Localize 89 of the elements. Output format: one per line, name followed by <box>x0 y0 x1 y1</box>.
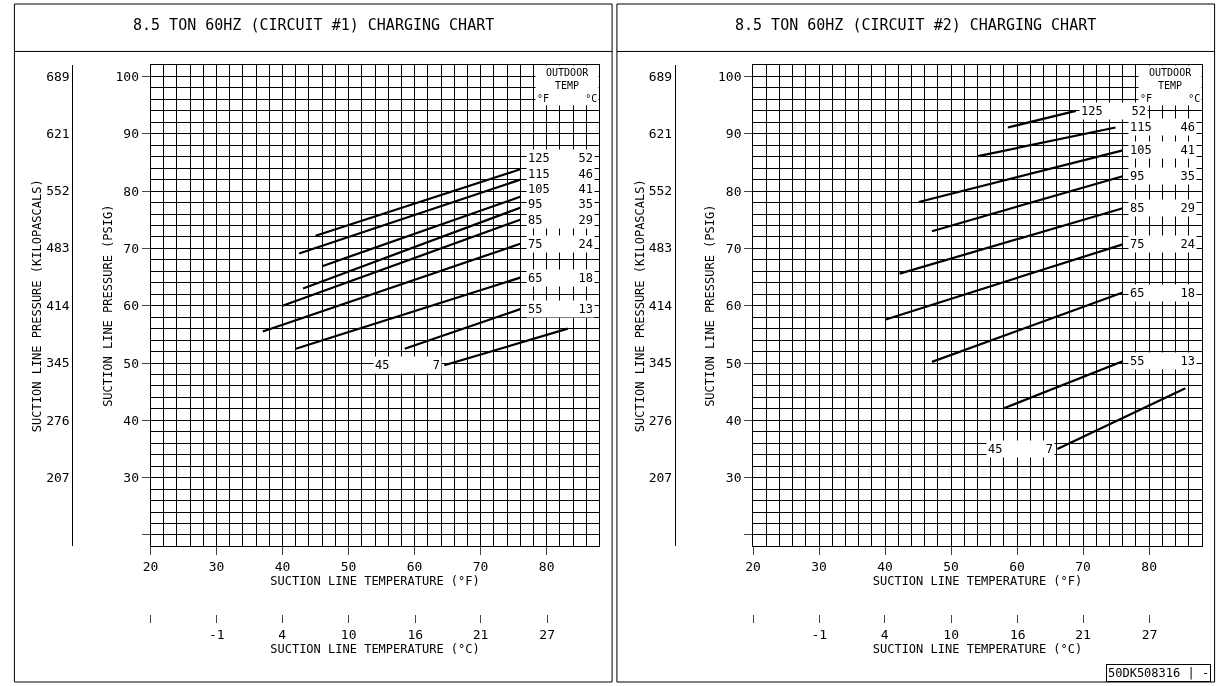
series-label: 65 18 <box>1130 286 1196 300</box>
x2-tick-label: -1 <box>811 626 828 642</box>
x2-tick-label: 27 <box>539 626 555 642</box>
series-label: 45 7 <box>988 442 1054 456</box>
y-tick-label: 100 <box>717 69 742 85</box>
series-label: 75 24 <box>1130 237 1196 251</box>
y-tick-label: 50 <box>725 355 742 371</box>
y2-tick-label: 689 <box>648 69 673 85</box>
y2-tick-label: 276 <box>648 412 673 428</box>
x-tick-label: 20 <box>745 559 761 574</box>
y-tick-label: 50 <box>123 355 139 371</box>
x-tick-label: 80 <box>538 559 555 574</box>
y2-axis-title: SUCTION LINE PRESSURE (KILOPASCALS) <box>632 179 647 433</box>
y2-tick-label: 621 <box>648 125 673 141</box>
y2-tick-label: 207 <box>648 469 673 485</box>
y2-tick-label: 621 <box>46 125 70 141</box>
y-tick-label: 60 <box>725 298 742 314</box>
y2-tick-label: 207 <box>46 469 70 485</box>
x-axis-title: SUCTION LINE TEMPERATURE (°F) <box>872 574 1083 588</box>
x2-tick-label: 27 <box>1141 626 1158 642</box>
x2-axis-title: SUCTION LINE TEMPERATURE (°C) <box>872 641 1083 656</box>
y-tick-label: 40 <box>123 412 139 428</box>
x2-axis-title: SUCTION LINE TEMPERATURE (°C) <box>270 641 480 656</box>
x2-tick-label: 4 <box>880 626 889 642</box>
x2-tick-label: 16 <box>1009 626 1026 642</box>
x2-tick-label: 21 <box>472 626 489 642</box>
x-tick-label: 50 <box>943 559 959 574</box>
y2-tick-label: 552 <box>648 183 673 199</box>
series-label: 105 41 <box>528 182 594 196</box>
series-label: 85 29 <box>1130 201 1196 215</box>
x2-tick-label: -1 <box>208 626 225 642</box>
y2-tick-label: 414 <box>46 297 70 313</box>
x2-tick-label: 4 <box>278 626 287 642</box>
series-label: 85 29 <box>528 213 594 227</box>
series-label: 55 13 <box>1130 354 1196 368</box>
x-tick-label: 60 <box>406 559 423 574</box>
x2-tick-label: 21 <box>1075 626 1091 642</box>
y-tick-label: 70 <box>123 240 139 256</box>
y2-tick-label: 276 <box>46 412 70 428</box>
x-tick-label: 80 <box>1141 559 1157 574</box>
series-label: 105 41 <box>1130 143 1196 157</box>
y2-tick-label: 552 <box>46 183 70 199</box>
series-label: 125 52 <box>528 151 594 165</box>
x-tick-label: 60 <box>1009 559 1025 574</box>
y-tick-label: 70 <box>725 240 742 256</box>
y-tick-label: 90 <box>123 126 139 142</box>
x2-tick-label: 16 <box>407 626 424 642</box>
series-label: 95 35 <box>1130 169 1196 183</box>
x-tick-label: 40 <box>274 559 291 574</box>
x-tick-label: 50 <box>340 559 357 574</box>
x-axis-title: SUCTION LINE TEMPERATURE (°F) <box>270 574 480 588</box>
y2-tick-label: 414 <box>648 297 673 313</box>
y2-axis-title: SUCTION LINE PRESSURE (KILOPASCALS) <box>30 179 45 433</box>
x-tick-label: 70 <box>1075 559 1091 574</box>
series-label: 115 46 <box>1130 120 1196 134</box>
series-label: 115 46 <box>528 167 594 181</box>
chart-title: 8.5 TON 60HZ (CIRCUIT #1) CHARGING CHART <box>133 16 495 34</box>
y-tick-label: 60 <box>123 298 139 314</box>
x-tick-label: 40 <box>877 559 893 574</box>
y2-tick-label: 345 <box>648 355 673 371</box>
x2-tick-label: 10 <box>943 626 960 642</box>
series-label: 95 35 <box>528 197 594 211</box>
series-label: 75 24 <box>528 237 594 251</box>
legend-title: OUTDOOR TEMP °F °C <box>1140 67 1201 104</box>
y2-tick-label: 483 <box>46 240 70 256</box>
x-tick-label: 30 <box>208 559 225 574</box>
legend-title: OUTDOOR TEMP °F °C <box>537 67 598 104</box>
chart-title: 8.5 TON 60HZ (CIRCUIT #2) CHARGING CHART <box>735 16 1097 34</box>
x2-tick-label: 10 <box>340 626 357 642</box>
y-tick-label: 40 <box>725 412 742 428</box>
series-label: 65 18 <box>528 271 594 285</box>
y2-tick-label: 345 <box>46 355 70 371</box>
y-tick-label: 30 <box>725 470 742 486</box>
x-tick-label: 20 <box>142 559 159 574</box>
x-tick-label: 30 <box>811 559 827 574</box>
y-tick-label: 90 <box>725 126 742 142</box>
text: 50DK508316 | - <box>1108 666 1210 680</box>
y2-tick-label: 689 <box>46 69 70 85</box>
y-tick-label: 30 <box>123 470 139 486</box>
x-tick-label: 70 <box>472 559 489 574</box>
y-tick-label: 80 <box>123 183 139 199</box>
series-label: 125 52 <box>1081 104 1147 118</box>
y-axis-title: SUCTION LINE PRESSURE (PSIG) <box>703 204 718 407</box>
y2-tick-label: 483 <box>648 240 673 256</box>
y-tick-label: 80 <box>725 183 742 199</box>
series-label: 45 7 <box>375 358 441 372</box>
y-tick-label: 100 <box>115 69 139 85</box>
y-axis-title: SUCTION LINE PRESSURE (PSIG) <box>100 204 115 407</box>
series-label: 55 13 <box>528 302 594 316</box>
